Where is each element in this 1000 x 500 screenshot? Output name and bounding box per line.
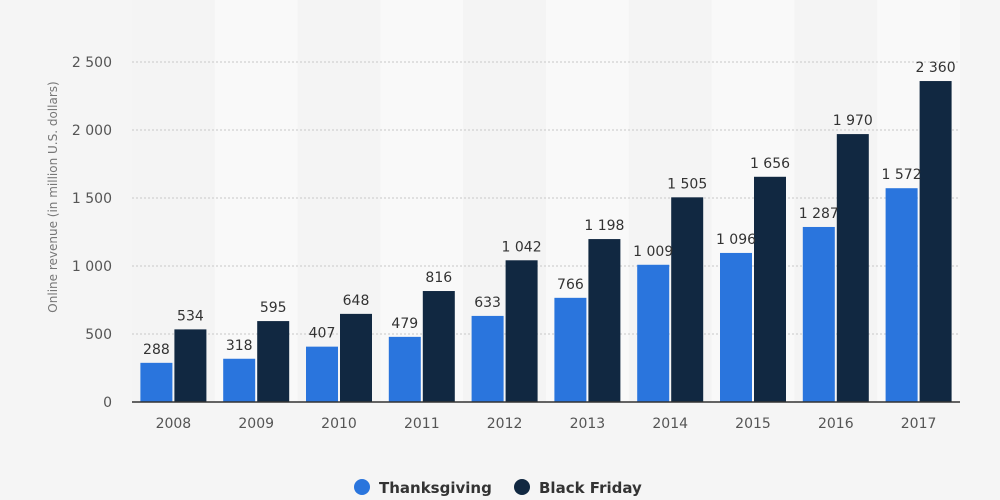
legend: Thanksgiving Black Friday <box>354 479 642 497</box>
y-tick-label: 500 <box>85 327 112 343</box>
bar-black-friday-2012[interactable] <box>505 260 538 402</box>
bar-thanksgiving-2017[interactable] <box>885 188 918 402</box>
y-axis-ticks: 0 500 1 000 1 500 2 000 2 500 <box>72 55 112 411</box>
legend-marker <box>514 479 530 495</box>
x-tick-label: 2015 <box>735 416 771 432</box>
data-label: 633 <box>474 295 501 311</box>
bar-thanksgiving-2012[interactable] <box>471 315 504 402</box>
x-tick-label: 2016 <box>818 416 854 432</box>
bar-black-friday-2015[interactable] <box>754 176 786 402</box>
data-label: 1 656 <box>750 156 790 172</box>
data-label: 288 <box>143 342 170 358</box>
y-tick-label: 2 000 <box>72 123 112 139</box>
legend-label: Thanksgiving <box>379 479 492 497</box>
bar-black-friday-2010[interactable] <box>340 313 372 402</box>
x-tick-label: 2009 <box>238 416 274 432</box>
data-label: 318 <box>226 338 253 354</box>
x-tick-label: 2008 <box>156 416 192 432</box>
data-label: 1 572 <box>882 167 922 183</box>
bar-thanksgiving-2013[interactable] <box>554 297 587 402</box>
bar-black-friday-2014[interactable] <box>671 197 704 402</box>
legend-label: Black Friday <box>539 479 642 497</box>
data-label: 2 360 <box>916 60 956 76</box>
data-label: 766 <box>557 277 584 293</box>
x-tick-label: 2014 <box>652 416 688 432</box>
bar-black-friday-2009[interactable] <box>257 321 290 402</box>
data-label: 1 970 <box>833 113 873 129</box>
bar-black-friday-2013[interactable] <box>588 239 621 402</box>
bar-thanksgiving-2014[interactable] <box>637 264 670 402</box>
bar-thanksgiving-2009[interactable] <box>223 358 256 402</box>
data-label: 816 <box>425 270 452 286</box>
bars <box>140 81 952 402</box>
bar-black-friday-2017[interactable] <box>919 81 952 402</box>
x-tick-label: 2013 <box>570 416 606 432</box>
bar-black-friday-2016[interactable] <box>836 134 869 402</box>
data-label: 595 <box>260 300 287 316</box>
y-tick-label: 1 000 <box>72 259 112 275</box>
column-bands <box>132 0 960 402</box>
bar-black-friday-2008[interactable] <box>174 329 207 402</box>
bar-thanksgiving-2015[interactable] <box>720 252 752 402</box>
y-tick-label: 2 500 <box>72 55 112 71</box>
bar-thanksgiving-2011[interactable] <box>388 336 421 402</box>
data-label: 534 <box>177 308 204 324</box>
y-axis-title: Online revenue (in million U.S. dollars) <box>46 81 60 312</box>
data-label: 1 198 <box>584 218 624 234</box>
bar-thanksgiving-2008[interactable] <box>140 362 173 402</box>
legend-marker <box>354 479 370 495</box>
data-label: 479 <box>391 316 418 332</box>
y-tick-label: 1 500 <box>72 191 112 207</box>
legend-item-thanksgiving[interactable]: Thanksgiving <box>354 479 492 497</box>
bar-black-friday-2011[interactable] <box>422 291 455 402</box>
data-label: 1 042 <box>502 239 542 255</box>
data-label: 1 096 <box>716 232 756 248</box>
x-tick-label: 2012 <box>487 416 523 432</box>
y-tick-label: 0 <box>103 395 112 411</box>
x-tick-label: 2017 <box>901 416 937 432</box>
legend-item-black-friday[interactable]: Black Friday <box>514 479 642 497</box>
x-tick-label: 2011 <box>404 416 440 432</box>
bar-thanksgiving-2010[interactable] <box>306 346 338 402</box>
bar-thanksgiving-2016[interactable] <box>802 226 835 402</box>
x-tick-label: 2010 <box>321 416 357 432</box>
x-axis-ticks: 2008 2009 2010 2011 2012 2013 2014 2015 2016 2017 <box>156 416 937 432</box>
data-labels: 288 534 318 595 407 648 479 816 633 1 042 766 1 198… <box>143 60 956 358</box>
data-label: 648 <box>343 293 370 309</box>
data-label: 1 287 <box>799 206 839 222</box>
data-label: 407 <box>309 326 336 342</box>
data-label: 1 009 <box>633 244 673 260</box>
data-label: 1 505 <box>667 176 707 192</box>
